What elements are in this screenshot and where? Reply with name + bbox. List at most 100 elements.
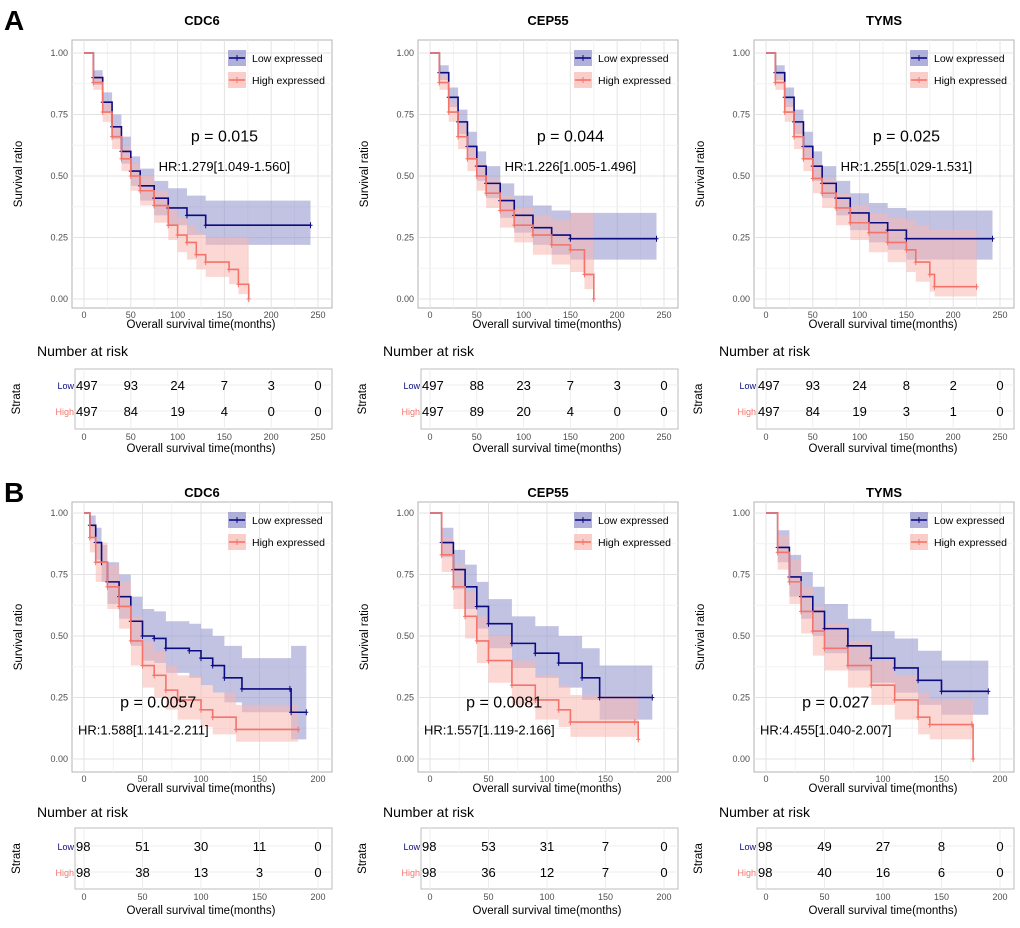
risk-count: 38	[135, 865, 149, 880]
legend-label: High expressed	[934, 537, 1007, 549]
risk-count: 27	[876, 839, 890, 854]
censor-mark	[203, 222, 208, 229]
risk-x-tick-label: 150	[934, 892, 949, 902]
chart-title: TYMS	[866, 13, 902, 28]
y-tick-label: 0.50	[732, 631, 750, 641]
chart-title: CEP55	[527, 485, 568, 500]
x-tick-label: 250	[310, 310, 325, 320]
risk-x-axis-title: Overall survival time(months)	[127, 443, 276, 455]
chart-title: CDC6	[184, 13, 219, 28]
risk-count: 3	[256, 865, 263, 880]
censor-mark	[556, 706, 561, 713]
risk-x-tick-label: 150	[217, 432, 232, 442]
risk-count: 0	[314, 865, 321, 880]
plot-frame	[417, 39, 679, 309]
risk-x-tick-label: 0	[427, 432, 432, 442]
legend-label: Low expressed	[598, 53, 669, 65]
risk-x-tick-label: 50	[137, 892, 147, 902]
risk-x-tick-label: 100	[193, 892, 208, 902]
hazard-ratio: HR:1.557[1.119-2.166]	[424, 722, 555, 737]
legend-label: Low expressed	[252, 53, 323, 65]
risk-x-tick-label: 250	[992, 432, 1007, 442]
risk-x-tick-label: 50	[819, 892, 829, 902]
risk-row-label-low: Low	[403, 381, 420, 391]
censor-mark	[437, 79, 442, 86]
censor-mark	[163, 645, 168, 652]
censor-mark	[87, 534, 92, 541]
risk-x-tick-label: 50	[126, 432, 136, 442]
censor-mark	[227, 266, 232, 273]
y-tick-label: 0.50	[396, 171, 414, 181]
risk-count: 7	[221, 378, 228, 393]
y-tick-label: 0.50	[396, 631, 414, 641]
risk-x-axis-title: Overall survival time(months)	[473, 443, 622, 455]
censor-mark	[773, 79, 778, 86]
censor-mark	[117, 603, 122, 610]
censor-mark	[632, 719, 637, 726]
risk-count: 7	[602, 865, 609, 880]
legend-label: Low expressed	[598, 515, 669, 527]
risk-count: 1	[950, 404, 957, 419]
p-value: p = 0.015	[191, 129, 258, 146]
censor-mark	[787, 578, 792, 585]
risk-count: 4	[567, 404, 574, 419]
p-value: p = 0.025	[873, 129, 940, 146]
censor-mark	[904, 235, 909, 242]
km-panel-a-cdc6: CDC6 0 0 50 50 100 100 150 150 200 200 250 250 0.00 0.…	[11, 13, 333, 455]
risk-count: 40	[817, 865, 831, 880]
x-tick-label: 150	[598, 774, 613, 784]
risk-count: 497	[758, 378, 780, 393]
y-tick-label: 0.25	[50, 693, 68, 703]
risk-table-title: Number at risk	[719, 343, 811, 359]
risk-count: 98	[422, 839, 436, 854]
survival-curve-high	[766, 512, 974, 759]
censor-mark	[234, 726, 239, 733]
censor-mark	[486, 620, 491, 627]
censor-mark	[904, 246, 909, 253]
censor-mark	[474, 173, 479, 179]
risk-row-label-low: Low	[403, 842, 420, 852]
risk-x-axis-title: Overall survival time(months)	[809, 443, 958, 455]
risk-count: 93	[124, 378, 138, 393]
censor-mark	[792, 133, 797, 140]
risk-count: 98	[758, 865, 772, 880]
x-tick-label: 100	[875, 774, 890, 784]
risk-x-tick-label: 150	[563, 432, 578, 442]
risk-x-tick-label: 200	[946, 432, 961, 442]
chart-title: TYMS	[866, 485, 902, 500]
censor-mark	[597, 694, 602, 701]
censor-mark	[848, 219, 853, 226]
x-tick-label: 50	[483, 774, 493, 784]
y-axis-title: Survival ratio	[695, 604, 707, 670]
risk-x-tick-label: 0	[81, 892, 86, 902]
risk-count: 0	[660, 839, 667, 854]
censor-mark	[885, 239, 890, 246]
risk-row-label-high: High	[55, 407, 74, 417]
risk-x-tick-label: 200	[656, 892, 671, 902]
censor-mark	[869, 682, 874, 689]
censor-mark	[128, 637, 133, 644]
x-tick-label: 200	[610, 310, 625, 320]
risk-count: 0	[996, 865, 1003, 880]
censor-mark	[990, 235, 995, 242]
risk-x-tick-label: 100	[852, 432, 867, 442]
p-value: p = 0.044	[537, 129, 604, 146]
censor-mark	[986, 688, 991, 695]
y-tick-label: 1.00	[732, 48, 750, 58]
y-axis-title: Survival ratio	[359, 604, 371, 670]
censor-mark	[184, 239, 189, 246]
risk-count: 19	[170, 404, 184, 419]
censor-mark	[105, 583, 110, 590]
risk-row-label-high: High	[55, 868, 74, 878]
risk-x-tick-label: 250	[656, 432, 671, 442]
censor-mark	[203, 259, 208, 266]
y-tick-label: 1.00	[50, 48, 68, 58]
censor-mark	[222, 674, 227, 681]
y-tick-label: 0.75	[396, 570, 414, 580]
risk-count: 98	[422, 865, 436, 880]
km-panel-b-tyms: TYMS 0 0 50 50 100 100 150 150 200 200 0.00 0.25 0.50…	[693, 485, 1015, 917]
x-tick-label: 200	[992, 774, 1007, 784]
risk-table-frame	[756, 368, 1015, 430]
risk-count: 497	[422, 404, 444, 419]
